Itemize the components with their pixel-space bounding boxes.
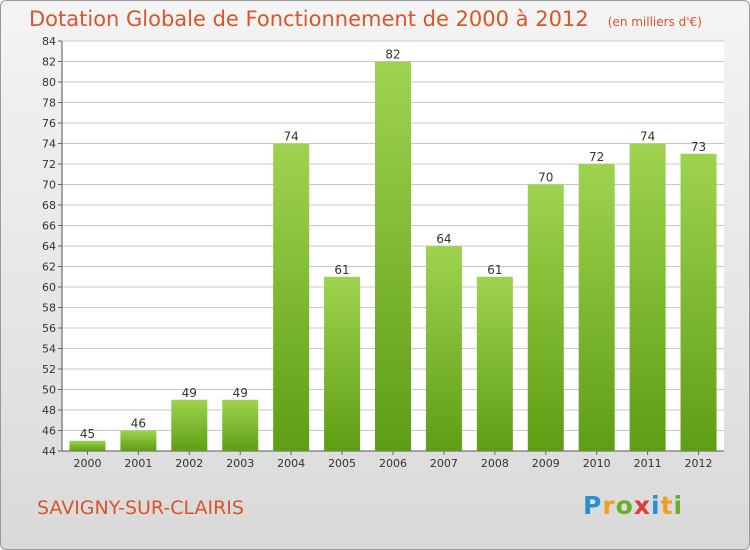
bar-value-label: 61 [334, 263, 349, 277]
y-tick-label: 46 [42, 425, 56, 438]
bar [273, 143, 310, 451]
y-tick-label: 78 [42, 97, 56, 110]
x-tick-label: 2003 [226, 457, 254, 470]
x-tick-label: 2006 [379, 457, 407, 470]
bar [222, 399, 259, 451]
logo-letter: P [583, 491, 603, 520]
y-tick-label: 68 [42, 199, 56, 212]
logo-letter: i [651, 491, 661, 520]
y-tick-label: 76 [42, 117, 56, 130]
y-tick-label: 58 [42, 302, 56, 315]
y-tick-label: 80 [42, 76, 56, 89]
bar [171, 399, 208, 451]
bar-value-label: 72 [589, 150, 604, 164]
unit-note: (en milliers d'€) [607, 15, 702, 29]
chart-title: Dotation Globale de Fonctionnement de 20… [29, 7, 589, 31]
y-tick-label: 64 [42, 240, 56, 253]
y-tick-label: 52 [42, 363, 56, 376]
logo-letter: o [615, 491, 634, 520]
x-tick-label: 2008 [481, 457, 509, 470]
x-tick-label: 2004 [277, 457, 305, 470]
logo-letter: t [660, 491, 674, 520]
x-tick-label: 2011 [634, 457, 662, 470]
y-tick-label: 74 [42, 138, 56, 151]
bar-value-label: 74 [284, 130, 299, 144]
bar-value-label: 49 [233, 386, 248, 400]
bar [527, 184, 564, 451]
bar-value-label: 73 [691, 140, 706, 154]
bar-value-label: 49 [182, 386, 197, 400]
y-tick-label: 56 [42, 322, 56, 335]
x-tick-label: 2002 [175, 457, 203, 470]
y-tick-label: 50 [42, 384, 56, 397]
bar [375, 61, 411, 451]
bar [324, 276, 361, 451]
bar [476, 276, 513, 451]
x-tick-label: 2009 [532, 457, 560, 470]
y-tick-label: 82 [42, 56, 56, 69]
y-tick-label: 72 [42, 158, 56, 171]
logo-letter: x [633, 491, 651, 520]
bar-value-label: 64 [436, 232, 451, 246]
x-tick-label: 2000 [73, 457, 101, 470]
x-tick-label: 2007 [430, 457, 458, 470]
y-tick-label: 44 [42, 445, 56, 458]
bar [680, 153, 717, 451]
x-tick-label: 2001 [124, 457, 152, 470]
bar [120, 430, 157, 451]
bar-value-label: 46 [131, 417, 146, 431]
bar-value-label: 61 [487, 263, 502, 277]
y-tick-label: 66 [42, 220, 56, 233]
proxiti-logo: Proxiti [583, 491, 683, 520]
bar [578, 164, 615, 451]
bar [425, 246, 462, 451]
y-tick-label: 70 [42, 179, 56, 192]
x-tick-label: 2005 [328, 457, 356, 470]
commune-name: SAVIGNY-SUR-CLAIRIS [37, 497, 244, 519]
bar-value-label: 82 [385, 48, 400, 62]
bar-value-label: 45 [80, 427, 95, 441]
title-row: Dotation Globale de Fonctionnement de 20… [29, 7, 702, 31]
logo-letter: r [602, 491, 616, 520]
bar-value-label: 74 [640, 130, 655, 144]
bar [69, 440, 106, 451]
y-tick-label: 48 [42, 404, 56, 417]
x-tick-label: 2012 [685, 457, 713, 470]
logo-letter: i [673, 491, 684, 520]
y-tick-label: 54 [42, 343, 56, 356]
y-tick-label: 84 [42, 35, 56, 48]
y-tick-label: 62 [42, 261, 56, 274]
y-tick-label: 60 [42, 281, 56, 294]
x-tick-label: 2010 [583, 457, 611, 470]
bar-value-label: 70 [538, 171, 553, 185]
bar [629, 143, 666, 451]
